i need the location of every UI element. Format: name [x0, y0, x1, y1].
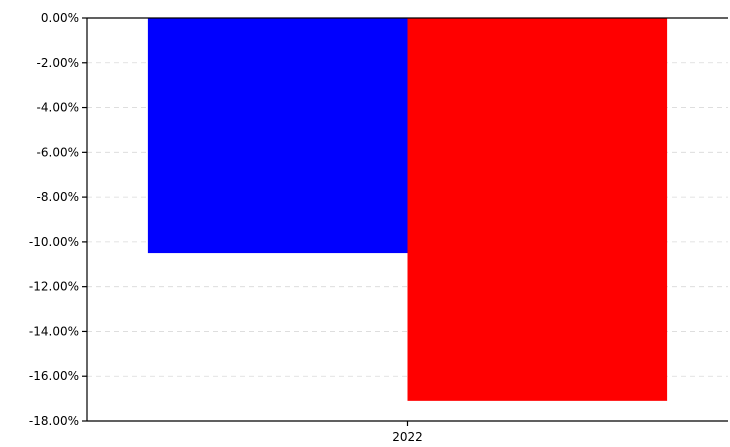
- y-tick-label: -2.00%: [37, 56, 79, 70]
- y-tick-label: -6.00%: [37, 145, 79, 159]
- y-tick-label: 0.00%: [41, 11, 79, 25]
- x-axis-ticks: 2022: [392, 421, 423, 444]
- bars: [147, 18, 668, 401]
- y-tick-label: -10.00%: [29, 235, 79, 249]
- y-tick-label: -16.00%: [29, 369, 79, 383]
- y-tick-label: -8.00%: [37, 190, 79, 204]
- bar-series-1-0: [407, 18, 668, 401]
- y-tick-label: -4.00%: [37, 101, 79, 115]
- bar-series-0-0: [147, 18, 408, 254]
- y-axis-ticks: 0.00% -2.00% -4.00% -6.00% -8.00% -10.00% -12.…: [29, 11, 87, 428]
- y-tick-label: -14.00%: [29, 324, 79, 338]
- y-tick-label: -18.00%: [29, 414, 79, 428]
- x-tick-label: 2022: [392, 430, 423, 444]
- y-tick-label: -12.00%: [29, 280, 79, 294]
